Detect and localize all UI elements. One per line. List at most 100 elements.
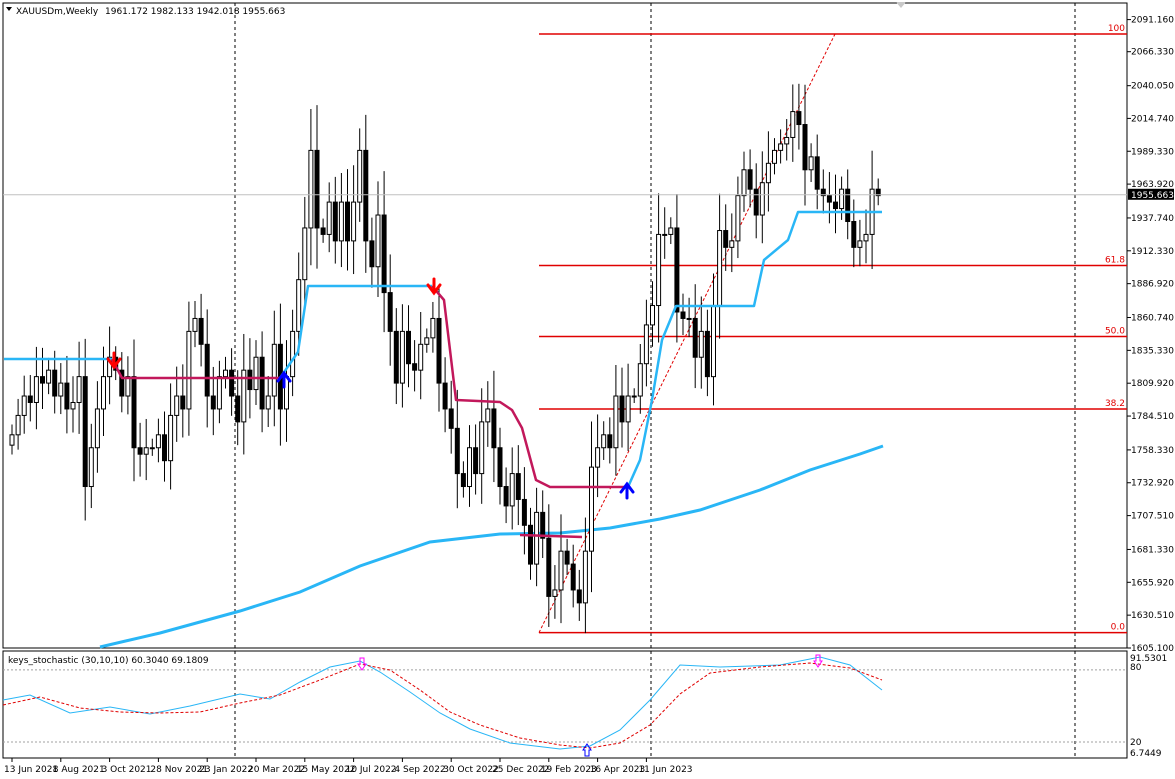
moving-average bbox=[99, 444, 884, 649]
bull-candle bbox=[668, 227, 674, 235]
bear-candle bbox=[332, 201, 338, 242]
bull-candle bbox=[784, 136, 790, 145]
date-label: 15 May 2022 bbox=[297, 765, 356, 775]
bull-candle bbox=[534, 511, 540, 565]
sell-arrow-icon bbox=[106, 351, 122, 370]
bull-candle bbox=[149, 447, 155, 450]
bear-candle bbox=[503, 486, 509, 507]
price-tick-label: 1605.100 bbox=[1131, 644, 1174, 654]
bull-candle bbox=[192, 317, 198, 332]
bear-candle bbox=[436, 317, 442, 384]
bear-candle bbox=[521, 498, 527, 526]
bear-candle bbox=[680, 311, 686, 319]
bear-candle bbox=[747, 169, 753, 190]
price-tick-label: 1989.330 bbox=[1131, 147, 1174, 157]
bull-candle bbox=[631, 395, 637, 398]
bear-candle bbox=[204, 343, 210, 397]
bull-candle bbox=[76, 376, 82, 403]
bear-candle bbox=[515, 473, 521, 500]
current-price-tag bbox=[1128, 188, 1174, 200]
price-tick-label: 2040.050 bbox=[1131, 82, 1174, 92]
date-label: 28 Nov 2021 bbox=[150, 765, 208, 775]
bear-candle bbox=[259, 356, 265, 410]
bull-candle bbox=[601, 434, 607, 449]
date-label: 8 Aug 2021 bbox=[53, 765, 105, 775]
bear-candle bbox=[363, 149, 369, 242]
price-tick-label: 1886.920 bbox=[1131, 280, 1174, 290]
bull-candle bbox=[253, 356, 259, 391]
fib-level-label: 38.2 bbox=[1105, 399, 1125, 409]
stochastic-sell-arrow-icon bbox=[357, 657, 367, 671]
symbol-dropdown-icon[interactable] bbox=[6, 7, 12, 11]
signal-arrows bbox=[106, 277, 635, 500]
bull-candle bbox=[808, 156, 814, 171]
bear-candle bbox=[546, 537, 552, 597]
bear-candle bbox=[162, 434, 167, 462]
price-tick-label: 1963.920 bbox=[1131, 180, 1174, 190]
ma-line bbox=[99, 444, 884, 649]
bull-candle bbox=[650, 305, 655, 326]
shift-marker-icon[interactable] bbox=[896, 2, 906, 8]
bear-candle bbox=[137, 447, 143, 455]
bear-candle bbox=[607, 434, 613, 449]
bear-candle bbox=[491, 408, 497, 449]
bull-candle bbox=[558, 550, 564, 591]
stochastic-sell-arrow-icon bbox=[813, 654, 823, 668]
indicator-label[interactable]: keys_stochastic (30,10,10) 60.3040 69.18… bbox=[8, 656, 209, 666]
bull-candle bbox=[424, 337, 430, 345]
bear-candle bbox=[448, 408, 454, 429]
bear-candle bbox=[387, 292, 393, 332]
date-label: 20 Mar 2022 bbox=[248, 765, 305, 775]
bear-candle bbox=[180, 395, 186, 410]
bull-candle bbox=[143, 447, 149, 455]
bear-candle bbox=[576, 589, 582, 604]
bull-candle bbox=[741, 169, 747, 197]
bear-candle bbox=[235, 395, 241, 423]
bull-candle bbox=[509, 473, 515, 507]
bull-candle bbox=[613, 395, 619, 449]
symbol-label[interactable]: XAUUSDm,Weekly bbox=[16, 7, 99, 17]
bull-candle bbox=[772, 149, 777, 164]
fib-level-label: 50.0 bbox=[1105, 327, 1125, 337]
price-tick-label: 1630.510 bbox=[1131, 611, 1174, 621]
fibonacci-retracement[interactable]: 100 61.8 50.0 38.2 0.0 bbox=[538, 24, 1127, 634]
bull-candle bbox=[430, 317, 436, 339]
date-label: 11 Jun 2023 bbox=[638, 765, 692, 775]
bull-candle bbox=[46, 369, 52, 384]
date-label: 10 Jul 2022 bbox=[346, 765, 397, 775]
bull-candle bbox=[839, 188, 845, 210]
bear-candle bbox=[40, 376, 45, 384]
price-axis: 2091.160 2066.330 2040.050 2014.740 1989.330… bbox=[1127, 16, 1174, 654]
price-tick-label: 1758.330 bbox=[1131, 446, 1174, 456]
fib-level-label: 61.8 bbox=[1105, 255, 1125, 265]
bull-candle bbox=[155, 434, 161, 449]
bear-candle bbox=[412, 363, 418, 371]
date-label: 13 Jun 2021 bbox=[4, 765, 58, 775]
bull-candle bbox=[759, 182, 765, 216]
bear-candle bbox=[52, 369, 58, 397]
bear-candle bbox=[314, 149, 320, 229]
bear-candle bbox=[540, 511, 546, 539]
bear-candle bbox=[796, 111, 802, 126]
date-label: 25 Dec 2022 bbox=[492, 765, 550, 775]
bull-candle bbox=[174, 395, 180, 416]
bear-candle bbox=[442, 382, 448, 410]
indicator-level-low: 20 bbox=[1130, 738, 1142, 748]
bear-candle bbox=[497, 447, 503, 488]
bull-candle bbox=[637, 363, 643, 397]
price-tick-label: 2014.740 bbox=[1131, 114, 1174, 124]
bull-candle bbox=[186, 330, 192, 410]
bull-candle bbox=[399, 330, 405, 384]
bull-candle bbox=[58, 382, 64, 397]
bull-candle bbox=[686, 317, 692, 320]
bull-candle bbox=[302, 227, 308, 281]
bear-candle bbox=[345, 201, 350, 242]
bull-candle bbox=[265, 395, 271, 410]
bear-candle bbox=[64, 382, 70, 410]
bear-candle bbox=[833, 201, 838, 210]
bear-candle bbox=[619, 395, 625, 423]
bear-candle bbox=[229, 369, 235, 397]
date-label: 19 Feb 2023 bbox=[541, 765, 597, 775]
